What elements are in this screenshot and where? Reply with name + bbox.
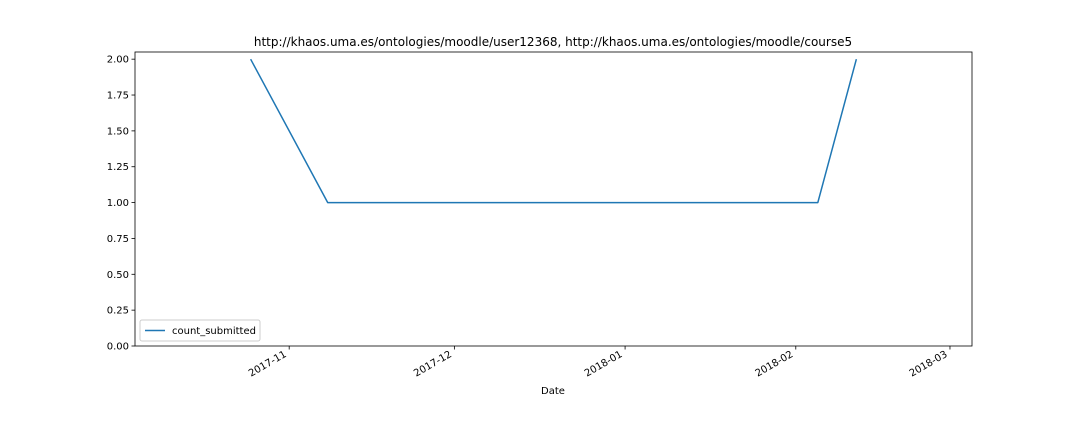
x-tick-label: 2017-12 xyxy=(412,349,454,379)
y-axis: 0.00 0.25 0.50 0.75 1.00 1.25 1.50 1.75 2.00 xyxy=(107,55,135,353)
y-tick-label: 1.50 xyxy=(107,126,129,137)
y-tick-label: 0.25 xyxy=(107,306,129,317)
y-tick-label: 2.00 xyxy=(107,55,129,66)
y-tick-label: 0.50 xyxy=(107,270,129,281)
series-line-count-submitted xyxy=(251,59,857,202)
x-axis: 2017-11 2017-12 2018-01 2018-02 2018-03 xyxy=(247,346,950,379)
series-layer xyxy=(251,59,857,203)
y-tick-label: 1.75 xyxy=(107,91,129,102)
y-tick-label: 1.25 xyxy=(107,162,129,173)
x-tick-label: 2018-03 xyxy=(908,349,950,379)
x-tick-label: 2017-11 xyxy=(247,349,289,379)
chart-title: http://khaos.uma.es/ontologies/moodle/us… xyxy=(254,35,852,49)
y-tick-label: 0.75 xyxy=(107,234,129,245)
x-axis-label: Date xyxy=(541,386,565,397)
x-tick-label: 2018-01 xyxy=(583,349,625,379)
y-tick-label: 1.00 xyxy=(107,198,129,209)
y-tick-label: 0.00 xyxy=(107,342,129,353)
x-tick-label: 2018-02 xyxy=(754,349,796,379)
legend-label-count-submitted: count_submitted xyxy=(172,326,256,337)
legend: count_submitted xyxy=(140,320,260,341)
